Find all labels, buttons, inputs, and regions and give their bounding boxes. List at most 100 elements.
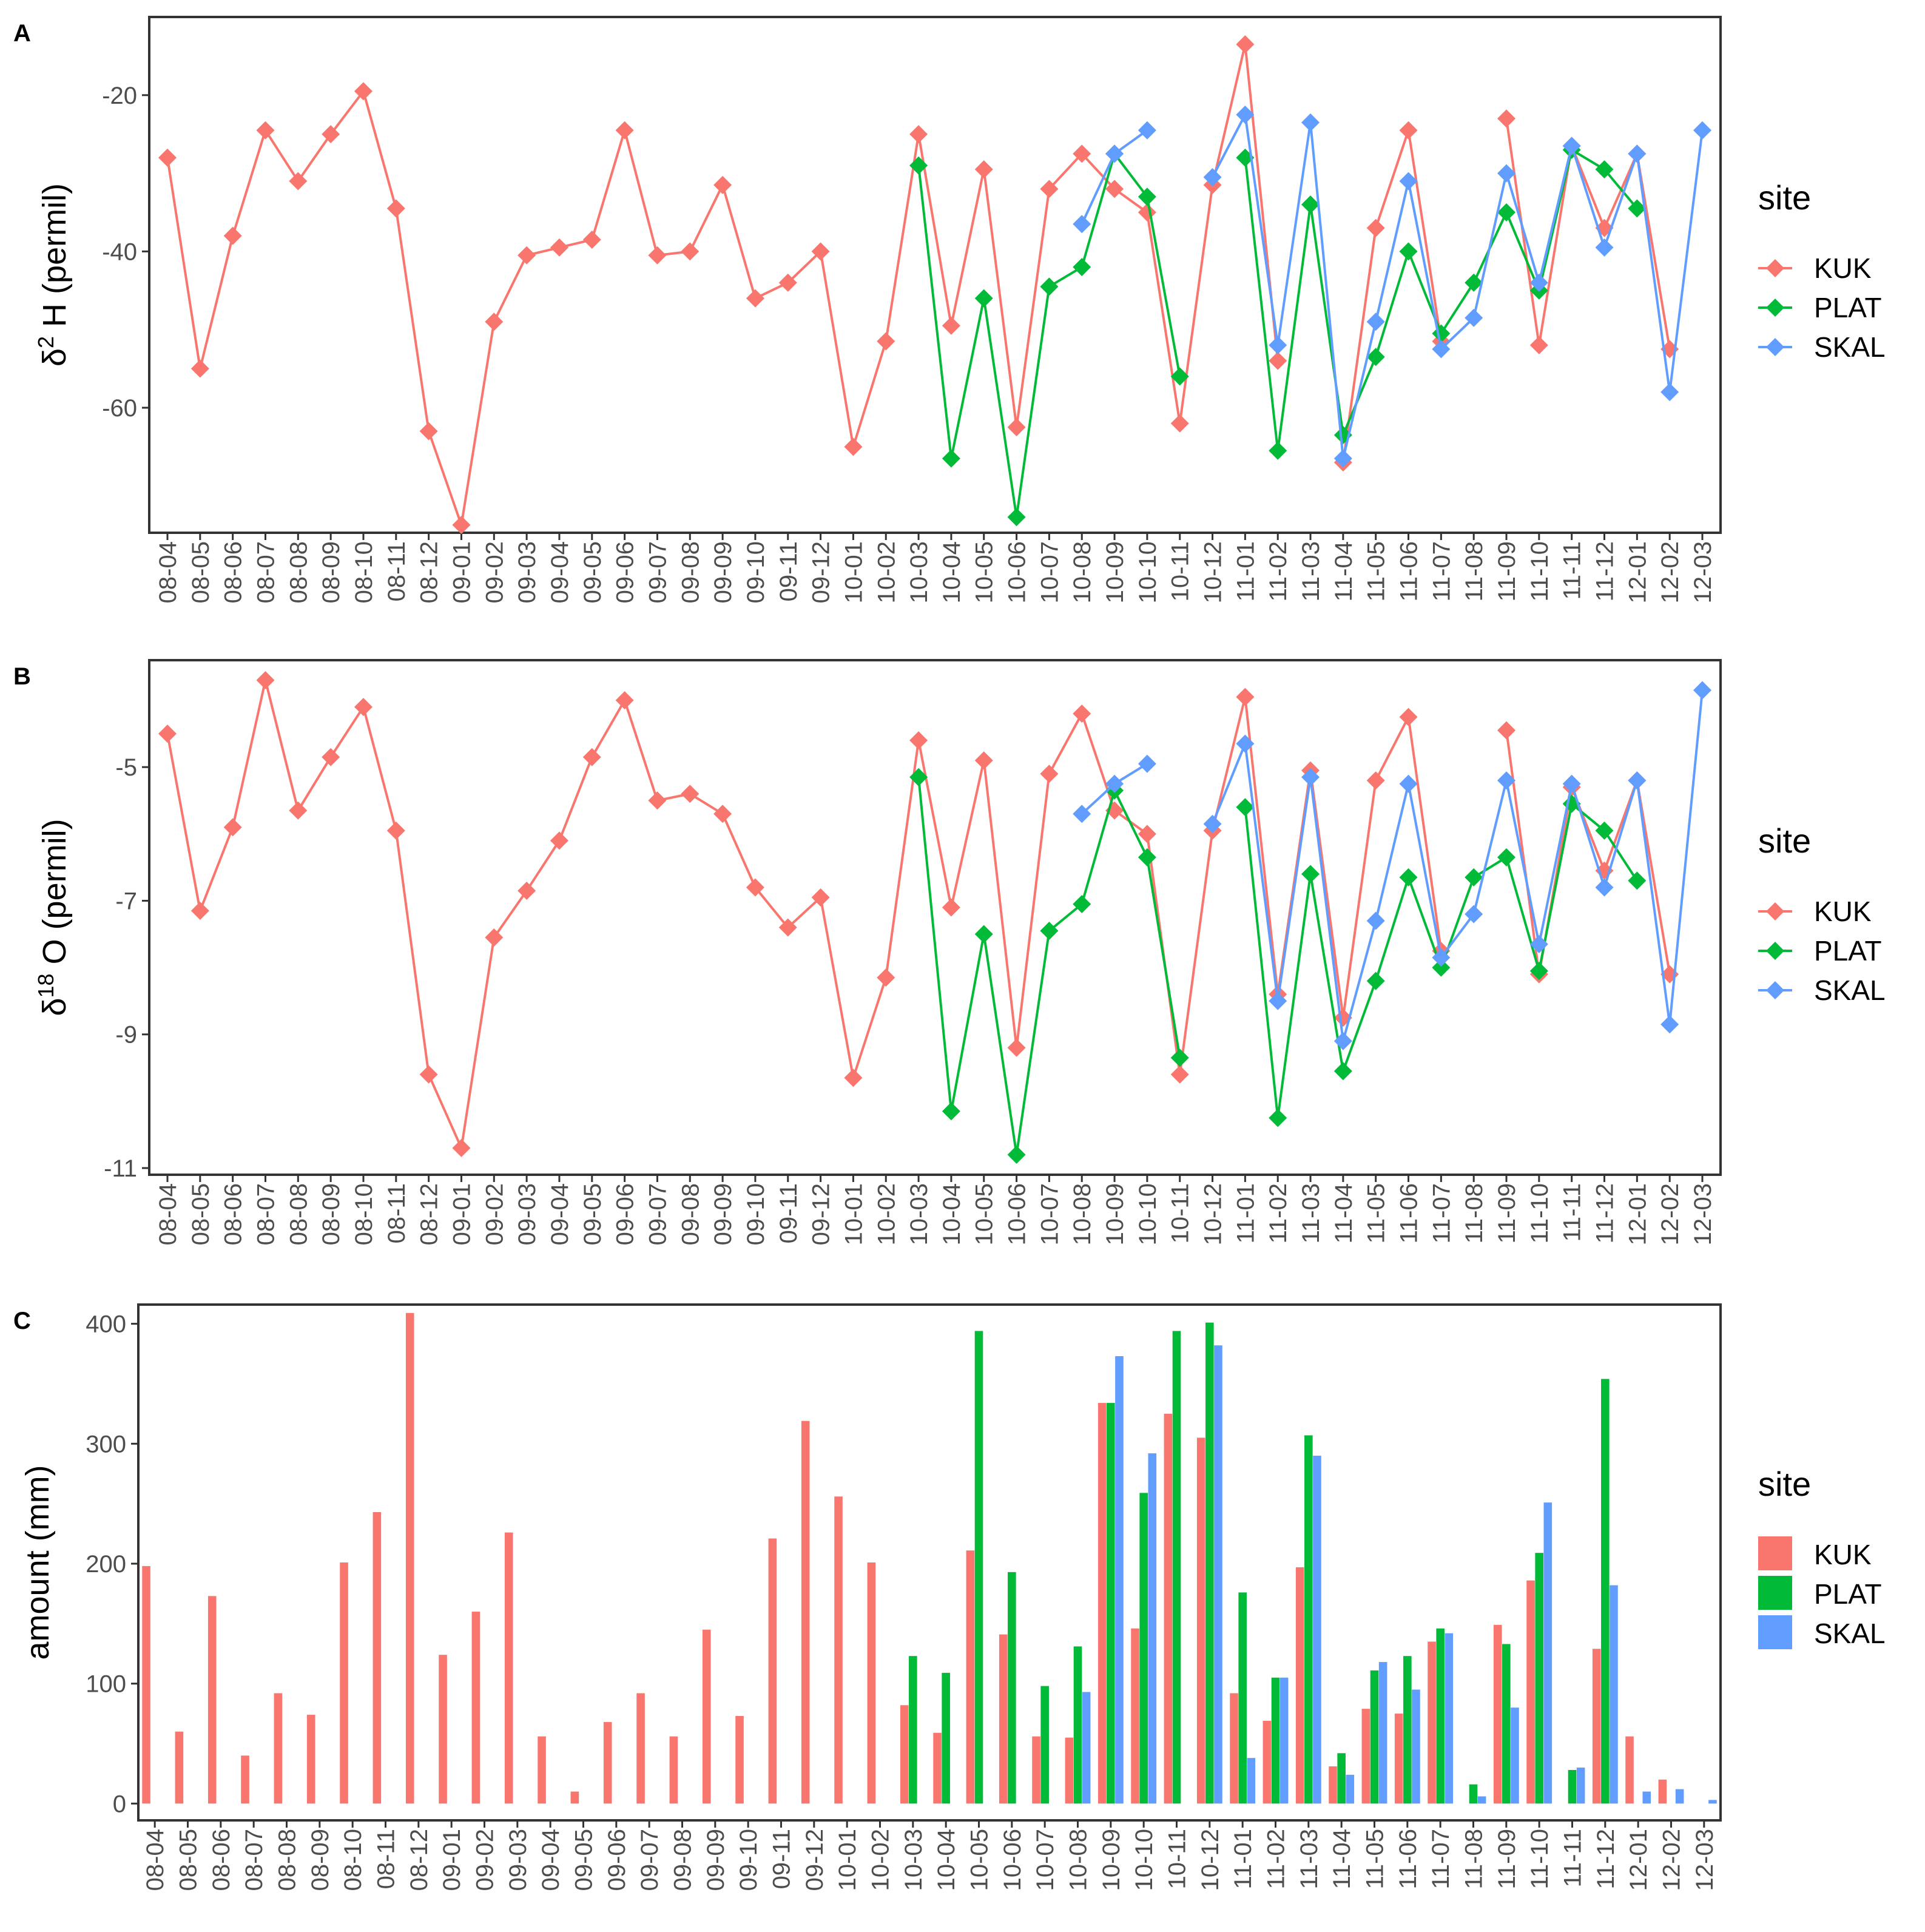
x-tick-label: 09-03 [514, 1183, 541, 1245]
series-line-kuk [721, 184, 757, 299]
bar-plat [1568, 1769, 1577, 1804]
series-line-skal [1341, 920, 1377, 1042]
x-tick-label: 08-10 [351, 541, 377, 603]
series-line-plat [1440, 282, 1475, 334]
point-skal [1562, 774, 1581, 793]
series-line-skal [1080, 153, 1116, 225]
point-kuk [256, 121, 275, 140]
x-tick-label: 08-12 [416, 541, 443, 603]
x-tick-label: 10-08 [1065, 1829, 1092, 1891]
bar-kuk [504, 1532, 513, 1804]
point-kuk [485, 312, 504, 331]
series-line-plat [1145, 196, 1181, 377]
y-tick-label: 200 [86, 1551, 126, 1578]
x-tick-label: 11-04 [1330, 541, 1357, 601]
bar-kuk [768, 1538, 777, 1804]
bar-kuk [1361, 1709, 1370, 1804]
series-line-plat [1145, 857, 1181, 1058]
x-tick-label: 09-04 [547, 541, 573, 603]
point-kuk [877, 332, 895, 351]
series-line-plat [1407, 877, 1443, 968]
series-line-plat [1276, 204, 1312, 451]
x-tick-label: 08-09 [307, 1829, 334, 1891]
point-plat [1170, 367, 1189, 386]
point-kuk [974, 751, 993, 770]
x-tick-label: 11-08 [1461, 1829, 1488, 1889]
series-line-plat [1113, 789, 1148, 858]
point-plat [974, 925, 993, 944]
series-line-kuk [493, 890, 528, 939]
x-tick-label: 10-03 [900, 1829, 927, 1891]
point-kuk [746, 289, 764, 308]
x-tick-label: 11-10 [1526, 1183, 1553, 1243]
x-tick-label: 10-12 [1200, 1183, 1227, 1245]
x-tick-label: 08-05 [187, 541, 214, 603]
x-tick-label: 11-07 [1428, 541, 1455, 601]
y-tick-label: 0 [113, 1791, 126, 1817]
series-line-kuk [1048, 153, 1083, 190]
point-kuk [844, 437, 863, 456]
bar-skal [1214, 1345, 1222, 1804]
series-line-plat [1374, 877, 1410, 982]
series-line-kuk [1015, 189, 1051, 428]
series-line-skal [1440, 317, 1475, 350]
y-axis-title-sup: 18 [33, 973, 58, 998]
series-line-skal [1407, 783, 1443, 958]
bar-kuk [405, 1312, 414, 1804]
bar-skal [1115, 1356, 1124, 1804]
point-kuk [1269, 351, 1287, 370]
x-tick-label: 08-06 [220, 541, 247, 603]
x-tick-label: 08-09 [318, 1183, 345, 1245]
legend-title: site [1758, 178, 1811, 217]
point-skal [1399, 172, 1418, 191]
series-line-kuk [1080, 153, 1116, 190]
series-line-kuk [1048, 713, 1083, 775]
point-skal [1529, 935, 1548, 954]
point-kuk [1529, 336, 1548, 354]
series-line-kuk [297, 756, 332, 811]
point-plat [1040, 277, 1059, 296]
series-line-kuk [1211, 44, 1247, 186]
bar-skal [1279, 1677, 1289, 1804]
y-axis-title: δ2 H (permil) [33, 183, 73, 366]
point-kuk [1040, 180, 1059, 198]
x-tick-label: 10-11 [1167, 1183, 1194, 1243]
x-tick-label: 09-06 [612, 1183, 639, 1245]
bar-kuk [933, 1732, 942, 1804]
point-plat [1497, 848, 1516, 866]
series-line-kuk [689, 184, 724, 252]
bar-kuk [471, 1612, 480, 1804]
x-tick-label: 11-02 [1265, 541, 1292, 601]
x-tick-label: 10-04 [939, 541, 965, 603]
point-kuk [354, 82, 373, 101]
x-tick-label: 09-09 [710, 541, 737, 603]
bar-kuk [867, 1562, 876, 1804]
y-tick-label: -40 [102, 238, 137, 265]
point-skal [1693, 121, 1711, 140]
point-plat [1366, 971, 1385, 990]
x-tick-label: 11-08 [1461, 541, 1488, 601]
bar-kuk [439, 1655, 447, 1804]
point-skal [1366, 312, 1385, 331]
point-skal [1595, 238, 1614, 257]
bar-skal [1378, 1662, 1387, 1804]
plot-frame [148, 659, 1722, 1176]
point-kuk [713, 805, 732, 823]
x-tick-label: 11-05 [1362, 1829, 1389, 1889]
point-kuk [158, 724, 177, 743]
legend-title: site [1758, 822, 1811, 860]
bar-plat [974, 1331, 983, 1804]
bar-kuk [834, 1496, 843, 1804]
x-tick-label: 10-01 [840, 541, 867, 603]
point-plat [1269, 1109, 1287, 1127]
x-tick-label: 12-03 [1690, 541, 1716, 603]
x-tick-label: 08-11 [383, 1183, 410, 1243]
legend-title: site [1758, 1465, 1811, 1503]
x-tick-label: 11-11 [1559, 541, 1586, 600]
x-tick-label: 11-01 [1232, 1183, 1259, 1243]
series-line-skal [1244, 114, 1279, 346]
x-tick-label: 08-11 [383, 541, 410, 601]
series-line-skal [1505, 173, 1540, 283]
series-line-skal [1276, 777, 1312, 1001]
point-kuk [354, 698, 373, 717]
